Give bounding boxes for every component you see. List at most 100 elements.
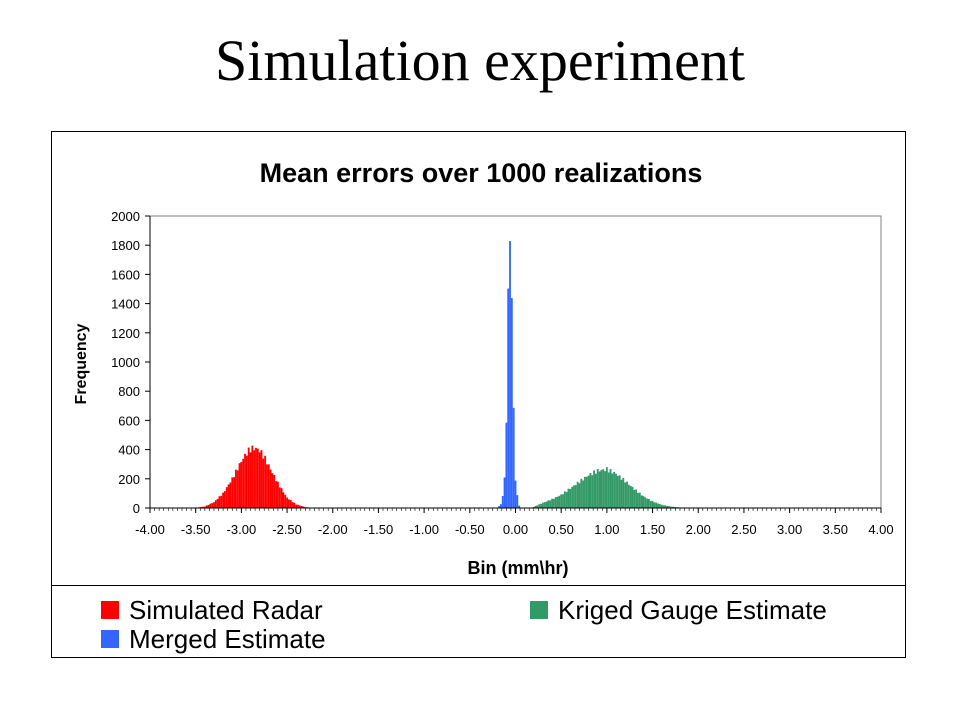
legend-label-merged-estimate: Merged Estimate	[129, 624, 326, 654]
bar-simulated-radar	[300, 506, 303, 508]
bar-kriged-gauge-estimate	[556, 496, 559, 508]
bar-kriged-gauge-estimate	[584, 476, 586, 508]
bar-kriged-gauge-estimate	[642, 496, 645, 508]
bar-kriged-gauge-estimate	[540, 503, 542, 508]
bar-merged-estimate	[514, 480, 517, 508]
legend-label-kriged-gauge-estimate: Kriged Gauge Estimate	[558, 595, 827, 625]
bar-simulated-radar	[275, 481, 278, 508]
bar-kriged-gauge-estimate	[616, 475, 619, 508]
y-tick-label: 1000	[111, 355, 140, 370]
x-tick-label: -3.50	[181, 522, 211, 537]
bar-simulated-radar	[244, 453, 246, 508]
bar-simulated-radar	[207, 504, 210, 508]
bar-simulated-radar	[227, 484, 230, 508]
bar-kriged-gauge-estimate	[662, 505, 665, 508]
bar-kriged-gauge-estimate	[565, 491, 568, 508]
bar-merged-estimate	[516, 495, 519, 508]
bar-kriged-gauge-estimate	[560, 494, 563, 508]
bar-kriged-gauge-estimate	[671, 506, 674, 508]
y-tick-label: 800	[118, 384, 140, 399]
bar-kriged-gauge-estimate	[622, 477, 625, 508]
y-tick-label: 1400	[111, 297, 140, 312]
bar-kriged-gauge-estimate	[591, 475, 594, 508]
bar-kriged-gauge-estimate	[631, 486, 634, 508]
bar-kriged-gauge-estimate	[626, 481, 628, 508]
bar-kriged-gauge-estimate	[607, 472, 610, 508]
bar-simulated-radar	[211, 503, 214, 508]
bar-kriged-gauge-estimate	[647, 498, 650, 508]
y-tick-label: 0	[133, 501, 140, 516]
bar-kriged-gauge-estimate	[658, 504, 661, 508]
bar-simulated-radar	[284, 494, 287, 508]
bar-simulated-radar	[216, 499, 219, 508]
bar-kriged-gauge-estimate	[666, 505, 669, 508]
plot-border	[149, 215, 882, 509]
bar-simulated-radar	[242, 458, 245, 508]
bar-simulated-radar	[295, 504, 298, 508]
bar-kriged-gauge-estimate	[660, 504, 663, 508]
x-tick-label: 4.00	[868, 522, 893, 537]
bar-kriged-gauge-estimate	[551, 498, 553, 508]
bar-kriged-gauge-estimate	[655, 502, 658, 508]
bar-simulated-radar	[231, 477, 234, 508]
bar-merged-estimate	[505, 422, 508, 508]
bar-merged-estimate	[510, 298, 513, 508]
bar-merged-estimate	[499, 504, 502, 508]
bar-kriged-gauge-estimate	[649, 500, 652, 508]
bar-simulated-radar	[205, 505, 208, 508]
bar-kriged-gauge-estimate	[620, 479, 623, 508]
bar-simulated-radar	[271, 473, 274, 508]
bar-kriged-gauge-estimate	[593, 470, 595, 508]
bar-simulated-radar	[269, 469, 272, 508]
bar-kriged-gauge-estimate	[552, 498, 555, 508]
bar-kriged-gauge-estimate	[536, 505, 539, 508]
bar-kriged-gauge-estimate	[600, 470, 603, 508]
bar-kriged-gauge-estimate	[569, 488, 572, 508]
bar-kriged-gauge-estimate	[664, 505, 667, 508]
bar-simulated-radar	[214, 500, 217, 508]
bar-kriged-gauge-estimate	[651, 501, 654, 508]
legend-item-kriged-gauge-estimate: Kriged Gauge Estimate	[530, 597, 827, 623]
legend-item-simulated-radar: Simulated Radar	[101, 597, 323, 623]
bar-simulated-radar	[209, 503, 212, 508]
bar-simulated-radar	[240, 461, 243, 508]
bar-merged-estimate	[518, 505, 521, 508]
x-tick-label: -0.50	[455, 522, 485, 537]
x-tick-label: 3.00	[777, 522, 802, 537]
bar-kriged-gauge-estimate	[545, 501, 548, 508]
bar-simulated-radar	[277, 481, 279, 508]
bar-kriged-gauge-estimate	[657, 503, 659, 508]
bar-kriged-gauge-estimate	[578, 483, 581, 508]
bar-kriged-gauge-estimate	[595, 473, 597, 508]
bar-simulated-radar	[245, 455, 248, 508]
bar-simulated-radar	[253, 450, 256, 508]
legend-swatch-kriged-gauge-estimate	[530, 601, 548, 619]
bar-kriged-gauge-estimate	[598, 471, 601, 508]
bar-simulated-radar	[282, 492, 285, 508]
bar-kriged-gauge-estimate	[613, 471, 616, 508]
bar-kriged-gauge-estimate	[605, 467, 608, 508]
x-tick-label: 1.00	[594, 522, 619, 537]
bar-kriged-gauge-estimate	[554, 497, 557, 508]
bar-kriged-gauge-estimate	[615, 473, 617, 508]
x-tick-label: -3.00	[227, 522, 257, 537]
bar-kriged-gauge-estimate	[542, 502, 544, 508]
bar-simulated-radar	[286, 497, 288, 508]
bar-kriged-gauge-estimate	[653, 502, 656, 508]
bar-merged-estimate	[512, 407, 515, 508]
bar-merged-estimate	[507, 288, 510, 508]
bar-kriged-gauge-estimate	[627, 484, 630, 508]
bar-simulated-radar	[302, 506, 305, 508]
bar-kriged-gauge-estimate	[596, 469, 599, 508]
bar-simulated-radar	[266, 464, 268, 508]
y-tick-label: 200	[118, 472, 140, 487]
bar-kriged-gauge-estimate	[673, 506, 676, 508]
y-tick-label: 600	[118, 413, 140, 428]
bar-kriged-gauge-estimate	[571, 486, 574, 508]
bar-simulated-radar	[249, 452, 252, 508]
bar-simulated-radar	[225, 487, 228, 508]
bar-simulated-radar	[238, 463, 241, 508]
bar-kriged-gauge-estimate	[638, 492, 641, 508]
bar-kriged-gauge-estimate	[609, 468, 612, 508]
bar-kriged-gauge-estimate	[604, 471, 606, 508]
